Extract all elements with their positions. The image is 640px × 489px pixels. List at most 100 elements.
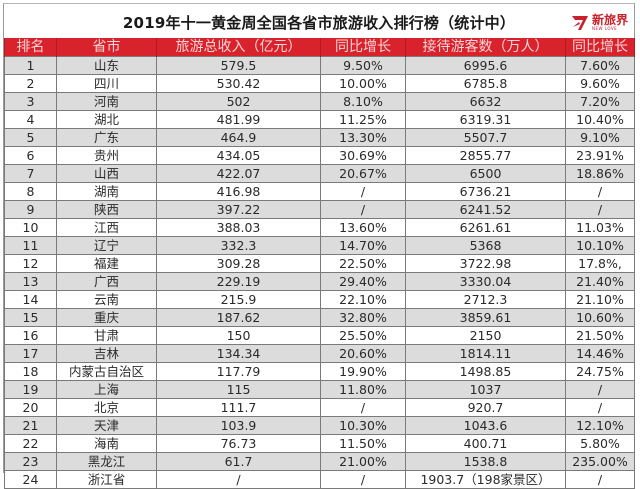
cell-province: 内蒙古自治区 bbox=[56, 362, 157, 381]
cell-visitors: 6319.31 bbox=[405, 110, 566, 129]
cell-revenue-growth: / bbox=[320, 398, 406, 417]
cell-province: 湖北 bbox=[56, 110, 157, 129]
cell-visitors: 6995.6 bbox=[405, 56, 566, 75]
cell-revenue: 309.28 bbox=[156, 254, 321, 273]
table-row: 10 江西 388.03 13.60% 6261.61 11.03% bbox=[4, 218, 635, 237]
table-row: 8 湖南 416.98/6736.21/ bbox=[4, 182, 635, 201]
cell-rank: 20 bbox=[4, 398, 57, 417]
cell-visitors-growth: 7.60% bbox=[565, 56, 635, 75]
cell-visitors: 5368 bbox=[405, 236, 566, 255]
cell-visitors: 1903.7（198家景区） bbox=[405, 470, 566, 489]
table-row: 21 天津 103.9 10.30% 1043.6 12.10% bbox=[4, 416, 635, 435]
cell-revenue: 76.73 bbox=[156, 434, 321, 453]
cell-visitors: 400.71 bbox=[405, 434, 566, 453]
cell-revenue-growth: 13.60% bbox=[320, 218, 406, 237]
cell-rank: 1 bbox=[4, 56, 57, 75]
table-row: 16 甘肃 150 25.50% 2150 21.50% bbox=[4, 326, 635, 345]
cell-province: 吉林 bbox=[56, 344, 157, 363]
cell-rank: 21 bbox=[4, 416, 57, 435]
cell-province: 重庆 bbox=[56, 308, 157, 327]
cell-visitors: 6261.61 bbox=[405, 218, 566, 237]
table-row: 7 山西 422.07 20.67% 6500 18.86% bbox=[4, 164, 635, 183]
cell-visitors: 1814.11 bbox=[405, 344, 566, 363]
cell-visitors-growth: 7.20% bbox=[565, 92, 635, 111]
cell-rank: 15 bbox=[4, 308, 57, 327]
cell-rank: 22 bbox=[4, 434, 57, 453]
cell-visitors-growth: 21.10% bbox=[565, 290, 635, 309]
cell-province: 广东 bbox=[56, 128, 157, 147]
table-row: 20 北京 111.7/920.7/ bbox=[4, 398, 635, 417]
table-frame bbox=[3, 3, 635, 473]
cell-revenue-growth: 8.10% bbox=[320, 92, 406, 111]
cell-visitors: 920.7 bbox=[405, 398, 566, 417]
cell-rank: 23 bbox=[4, 452, 57, 471]
table-row: 23 黑龙江 61.7 21.00% 1538.8 235.00% bbox=[4, 452, 635, 471]
page-title: 2019年十一黄金周全国各省市旅游收入排行榜（统计中） bbox=[122, 14, 516, 32]
cell-revenue: 530.42 bbox=[156, 74, 321, 93]
cell-revenue: 422.07 bbox=[156, 164, 321, 183]
cell-revenue: 187.62 bbox=[156, 308, 321, 327]
cell-rank: 8 bbox=[4, 182, 57, 201]
cell-revenue-growth: 11.25% bbox=[320, 110, 406, 129]
cell-revenue: 61.7 bbox=[156, 452, 321, 471]
cell-revenue: 397.22 bbox=[156, 200, 321, 219]
cell-visitors-growth: / bbox=[565, 398, 635, 417]
cell-rank: 5 bbox=[4, 128, 57, 147]
table-row: 9 陕西 397.22/6241.52/ bbox=[4, 200, 635, 219]
cell-revenue-growth: / bbox=[320, 200, 406, 219]
cell-revenue-growth: / bbox=[320, 182, 406, 201]
cell-revenue: 150 bbox=[156, 326, 321, 345]
table-row: 1 山东 579.5 9.50% 6995.6 7.60% bbox=[4, 56, 635, 75]
table-row: 6 贵州 434.05 30.69% 2855.77 23.91% bbox=[4, 146, 635, 165]
cell-visitors-growth: / bbox=[565, 200, 635, 219]
cell-rank: 2 bbox=[4, 74, 57, 93]
cell-visitors-growth: 10.60% bbox=[565, 308, 635, 327]
cell-revenue: 332.3 bbox=[156, 236, 321, 255]
cell-province: 云南 bbox=[56, 290, 157, 309]
cell-province: 上海 bbox=[56, 380, 157, 399]
cell-revenue: 481.99 bbox=[156, 110, 321, 129]
cell-province: 北京 bbox=[56, 398, 157, 417]
cell-revenue: 229.19 bbox=[156, 272, 321, 291]
cell-visitors: 2150 bbox=[405, 326, 566, 345]
cell-revenue: 464.9 bbox=[156, 128, 321, 147]
cell-visitors: 2855.77 bbox=[405, 146, 566, 165]
cell-province: 江西 bbox=[56, 218, 157, 237]
cell-visitors-growth: 17.8%, bbox=[565, 254, 635, 273]
cell-visitors-growth: 18.86% bbox=[565, 164, 635, 183]
cell-revenue: 115 bbox=[156, 380, 321, 399]
table-row: 18 内蒙古自治区 117.79 19.90% 1498.85 24.75% bbox=[4, 362, 635, 381]
header-rank: 排名 bbox=[4, 38, 57, 57]
table-row: 15 重庆 187.62 32.80% 3859.61 10.60% bbox=[4, 308, 635, 327]
cell-visitors-growth: 14.46% bbox=[565, 344, 635, 363]
header-province: 省市 bbox=[56, 38, 157, 57]
cell-province: 河南 bbox=[56, 92, 157, 111]
cell-rank: 17 bbox=[4, 344, 57, 363]
table-row: 22 海南 76.73 11.50% 400.71 5.80% bbox=[4, 434, 635, 453]
cell-visitors-growth: 11.03% bbox=[565, 218, 635, 237]
cell-visitors-growth: 21.40% bbox=[565, 272, 635, 291]
cell-province: 山东 bbox=[56, 56, 157, 75]
cell-rank: 9 bbox=[4, 200, 57, 219]
cell-revenue-growth: 11.80% bbox=[320, 380, 406, 399]
table-row: 4 湖北 481.99 11.25% 6319.31 10.40% bbox=[4, 110, 635, 129]
cell-visitors-growth: / bbox=[565, 182, 635, 201]
cell-rank: 13 bbox=[4, 272, 57, 291]
cell-visitors-growth: 10.40% bbox=[565, 110, 635, 129]
table-row: 2 四川 530.42 10.00% 6785.8 9.60% bbox=[4, 74, 635, 93]
cell-visitors-growth: 21.50% bbox=[565, 326, 635, 345]
logo-name: 新旅界 bbox=[591, 12, 628, 27]
cell-rank: 18 bbox=[4, 362, 57, 381]
cell-visitors-growth: 9.10% bbox=[565, 128, 635, 147]
cell-visitors: 1538.8 bbox=[405, 452, 566, 471]
cell-rank: 24 bbox=[4, 470, 57, 489]
cell-visitors: 6632 bbox=[405, 92, 566, 111]
table-row: 17 吉林 134.34 20.60% 1814.11 14.46% bbox=[4, 344, 635, 363]
cell-province: 四川 bbox=[56, 74, 157, 93]
cell-revenue-growth: 29.40% bbox=[320, 272, 406, 291]
cell-revenue-growth: 14.70% bbox=[320, 236, 406, 255]
header-revenue: 旅游总收入（亿元） bbox=[156, 38, 321, 57]
cell-revenue-growth: 11.50% bbox=[320, 434, 406, 453]
cell-revenue-growth: 21.00% bbox=[320, 452, 406, 471]
logo-subtitle: NEW LOVE bbox=[591, 25, 618, 31]
